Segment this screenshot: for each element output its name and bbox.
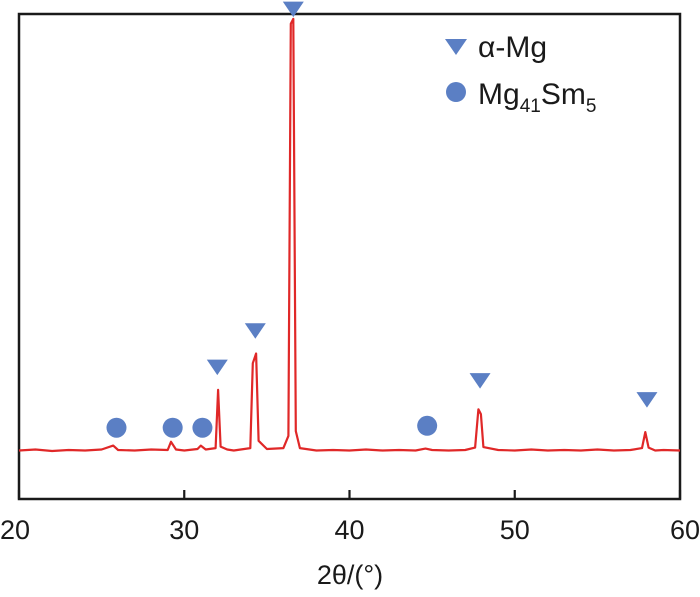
legend-label-part: Mg: [478, 78, 520, 111]
peak-marker-circle: [417, 415, 438, 436]
series-line: [18, 17, 681, 453]
legend: α-Mg Mg41Sm5: [445, 31, 596, 117]
peak-marker-circle: [106, 417, 127, 438]
plot-area: [17, 1, 682, 501]
legend-label-mg41sm5: Mg41Sm5: [478, 78, 596, 117]
legend-label-subscript: 41: [520, 96, 541, 117]
legend-label-part: Sm: [541, 78, 586, 111]
x-tick-label: 40: [334, 515, 364, 545]
legend-circle-marker: [446, 82, 466, 102]
peak-marker-triangle: [469, 373, 491, 389]
peak-marker-circle: [192, 417, 213, 438]
peak-marker-triangle: [282, 1, 304, 18]
peak-marker-circle: [162, 417, 183, 438]
legend-label-alpha-mg: α-Mg: [478, 31, 547, 64]
peak-marker-triangle: [206, 359, 228, 376]
legend-triangle-marker: [445, 39, 467, 55]
peak-marker-triangle: [636, 392, 658, 408]
x-axis-title: 2θ/(°): [317, 560, 383, 590]
x-tick-label: 60: [670, 515, 700, 545]
x-tick-label: 50: [500, 515, 530, 545]
legend-label-subscript: 5: [586, 96, 597, 117]
peak-marker-triangle: [244, 323, 266, 339]
x-axis: 20 30 40 50 60 2θ/(°): [0, 490, 700, 590]
x-tick-label: 20: [0, 515, 30, 545]
x-tick-label: 30: [169, 515, 199, 545]
